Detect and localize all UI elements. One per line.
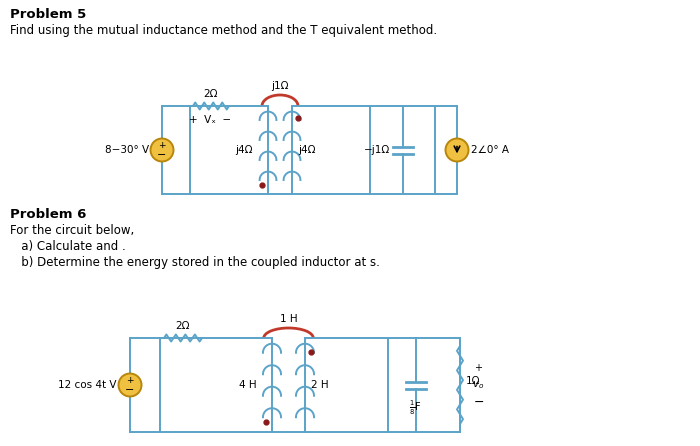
- Text: 2Ω: 2Ω: [204, 89, 218, 99]
- Text: −: −: [474, 396, 484, 409]
- Text: 1 H: 1 H: [280, 314, 298, 324]
- Text: For the circuit below,: For the circuit below,: [10, 224, 134, 237]
- Text: −: −: [158, 150, 167, 160]
- Text: +  Vₓ  −: + Vₓ −: [189, 115, 231, 125]
- Text: 1Ω: 1Ω: [466, 376, 480, 386]
- Text: 2 H: 2 H: [311, 380, 328, 390]
- Text: 8−30° V: 8−30° V: [105, 145, 149, 155]
- Text: Problem 5: Problem 5: [10, 8, 86, 21]
- Circle shape: [118, 373, 141, 396]
- Text: +: +: [474, 363, 482, 373]
- Text: Problem 6: Problem 6: [10, 208, 86, 221]
- Text: $\frac{1}{8}$F: $\frac{1}{8}$F: [409, 399, 421, 417]
- Text: 4 H: 4 H: [239, 380, 257, 390]
- Text: j1Ω: j1Ω: [272, 81, 288, 91]
- Text: j4Ω: j4Ω: [235, 145, 253, 155]
- Text: 2∠0° A: 2∠0° A: [471, 145, 509, 155]
- Text: +: +: [126, 376, 134, 385]
- Text: Find using the mutual inductance method and the T equivalent method.: Find using the mutual inductance method …: [10, 24, 437, 37]
- Text: −: −: [125, 385, 134, 395]
- Text: b) Determine the energy stored in the coupled inductor at s.: b) Determine the energy stored in the co…: [10, 256, 380, 269]
- Text: 2Ω: 2Ω: [176, 321, 190, 331]
- Circle shape: [150, 139, 174, 161]
- Text: −j1Ω: −j1Ω: [364, 145, 391, 155]
- Text: j4Ω: j4Ω: [298, 145, 316, 155]
- Text: +: +: [158, 141, 166, 150]
- Text: a) Calculate and .: a) Calculate and .: [10, 240, 126, 253]
- Circle shape: [445, 139, 468, 161]
- Text: $v_o$: $v_o$: [472, 379, 484, 391]
- Text: 12 cos 4t V: 12 cos 4t V: [59, 380, 117, 390]
